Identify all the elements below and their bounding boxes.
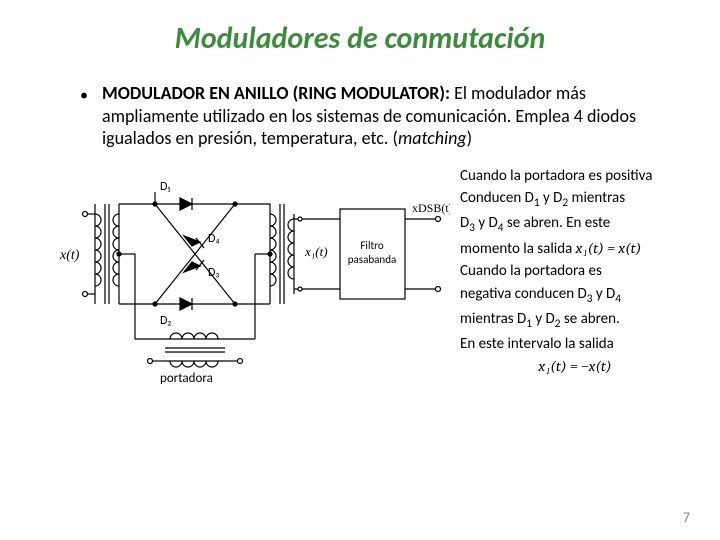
- d4-label: D₄: [208, 232, 220, 246]
- filter-line2: pasabanda: [348, 253, 397, 266]
- out-label: xDSB(t): [412, 201, 450, 215]
- slide-title: Moduladores de conmutación: [0, 0, 720, 67]
- filter-line1: Filtro: [360, 239, 383, 252]
- page-number: 7: [683, 509, 690, 526]
- d1-label: D₁: [160, 180, 170, 194]
- carrier-label: portadora: [160, 371, 213, 384]
- bullet-dot: •: [80, 86, 88, 105]
- side-explanation: Cuando la portadora es positiva Conducen…: [450, 160, 690, 384]
- input-label: x(t): [60, 248, 80, 263]
- bullet-matching: matching: [398, 127, 467, 149]
- ring-modulator-diagram: x(t): [60, 160, 450, 384]
- bullet-tail: ): [467, 127, 472, 149]
- x1-label: x₁(t): [304, 244, 328, 259]
- d3-label: D₃: [208, 266, 219, 280]
- bullet-headline: MODULADOR EN ANILLO (RING MODULATOR):: [102, 82, 450, 104]
- bullet-block: • MODULADOR EN ANILLO (RING MODULATOR): …: [0, 67, 720, 160]
- bullet-text: MODULADOR EN ANILLO (RING MODULATOR): El…: [102, 82, 660, 150]
- d2-label: D₂: [160, 314, 171, 328]
